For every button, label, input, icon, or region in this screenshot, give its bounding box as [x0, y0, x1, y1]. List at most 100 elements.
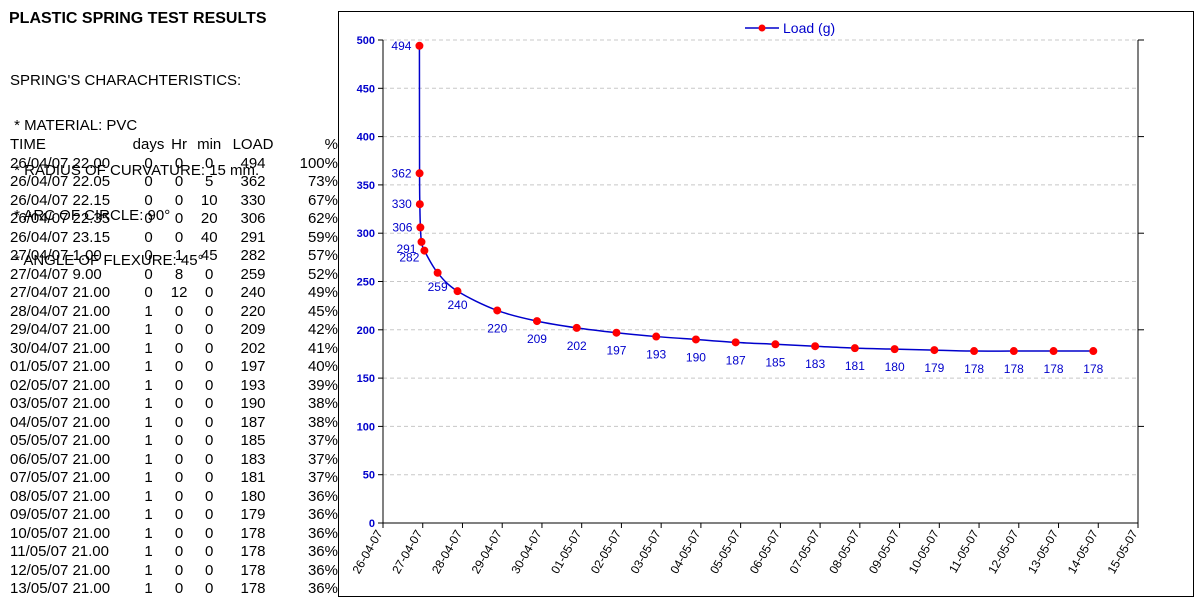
cell-min: 0: [205, 450, 214, 468]
cell-days: 1: [144, 432, 153, 450]
data-point: [1049, 347, 1058, 356]
cell-days: 0: [144, 228, 153, 246]
data-point: [415, 200, 424, 209]
x-tick-label: 06-05-07: [747, 527, 783, 576]
cell-min: 0: [205, 302, 214, 320]
series-line-load: [418, 45, 1094, 352]
cell-time: 08/05/07 21.00: [10, 487, 111, 505]
cell-time: 29/04/07 21.00: [10, 321, 111, 339]
data-point: [415, 41, 424, 50]
cell-load: 209: [240, 321, 266, 339]
cell-load: 291: [240, 228, 266, 246]
cell-percent: 36%: [307, 506, 338, 524]
cell-time: 12/05/07 21.00: [10, 561, 111, 579]
cell-days: 1: [144, 450, 153, 468]
cell-percent: 38%: [307, 395, 338, 413]
cell-days: 1: [144, 487, 153, 505]
cell-hr: 0: [174, 339, 184, 357]
chart-area: 0 50 100 150 200 250 300 350 400 450 500 26-04-07 27…: [338, 11, 1194, 597]
cell-time: 27/04/07 21.00: [10, 284, 111, 302]
cell-hr: 0: [174, 173, 184, 191]
cell-hr: 0: [174, 487, 184, 505]
cell-load: 197: [240, 358, 266, 376]
data-label: 190: [686, 350, 706, 364]
cell-days: 0: [144, 265, 153, 283]
x-tick-label: 12-05-07: [985, 527, 1021, 576]
cell-load: 178: [240, 561, 266, 579]
cell-time: 13/05/07 21.00: [10, 580, 111, 598]
cell-min: 40: [200, 228, 218, 246]
cell-hr: 0: [174, 413, 184, 431]
cell-hr: 0: [174, 432, 184, 450]
data-point: [691, 335, 700, 344]
cell-load: 178: [240, 543, 266, 561]
cell-load: 220: [240, 302, 266, 320]
cell-min: 0: [205, 487, 214, 505]
cell-load: 193: [240, 376, 266, 394]
cell-hr: 0: [174, 358, 184, 376]
x-tick-label: 29-04-07: [469, 527, 505, 576]
data-label: 180: [885, 360, 905, 374]
cell-percent: 62%: [307, 210, 338, 228]
x-tick-label: 14-05-07: [1065, 527, 1101, 576]
header-hr: Hr: [171, 136, 187, 154]
cell-percent: 37%: [307, 469, 338, 487]
cell-time: 06/05/07 21.00: [10, 450, 111, 468]
cell-percent: 59%: [307, 228, 338, 246]
cell-hr: 0: [174, 469, 184, 487]
x-tick-label: 07-05-07: [787, 527, 823, 576]
gridlines: [383, 39, 1138, 476]
table-row: 26/04/07 22.00 0 0 0 494 100%: [0, 155, 338, 174]
cell-hr: 0: [174, 506, 184, 524]
data-label: 220: [487, 321, 507, 335]
cell-time: 02/05/07 21.00: [10, 376, 111, 394]
data-label: 185: [765, 355, 785, 369]
cell-days: 1: [144, 321, 153, 339]
cell-hr: 0: [174, 154, 184, 172]
table-row: 11/05/07 21.00 1 0 0 178 36%: [0, 543, 338, 562]
cell-time: 26/04/07 23.15: [10, 228, 111, 246]
y-tick-label: 500: [357, 35, 375, 47]
x-tick-label: 30-04-07: [508, 527, 544, 576]
data-point: [850, 344, 859, 353]
x-tick-label: 05-05-07: [707, 527, 743, 576]
x-tick-label: 10-05-07: [906, 527, 942, 576]
y-tick-label: 400: [357, 132, 375, 144]
x-tick-label: 04-05-07: [667, 527, 703, 576]
cell-percent: 45%: [307, 302, 338, 320]
cell-load: 306: [240, 210, 266, 228]
cell-time: 30/04/07 21.00: [10, 339, 111, 357]
page-title: PLASTIC SPRING TEST RESULTS: [9, 10, 267, 27]
data-point: [532, 317, 541, 326]
table-row: 02/05/07 21.00 1 0 0 193 39%: [0, 377, 338, 396]
data-point: [612, 328, 621, 337]
data-point: [415, 169, 424, 178]
x-tick-label: 09-05-07: [866, 527, 902, 576]
cell-load: 179: [240, 506, 266, 524]
data-label: 179: [924, 361, 944, 375]
cell-time: 05/05/07 21.00: [10, 432, 111, 450]
table-row: 07/05/07 21.00 1 0 0 181 37%: [0, 469, 338, 488]
header-load: LOAD: [232, 136, 274, 154]
cell-hr: 0: [174, 321, 184, 339]
cell-percent: 37%: [307, 450, 338, 468]
cell-hr: 8: [174, 265, 184, 283]
table-row: 29/04/07 21.00 1 0 0 209 42%: [0, 321, 338, 340]
data-label: 240: [447, 298, 467, 312]
cell-min: 0: [205, 265, 214, 283]
data-point: [652, 332, 661, 341]
legend-marker: [758, 24, 766, 32]
cell-load: 178: [240, 580, 266, 598]
table-row: 03/05/07 21.00 1 0 0 190 38%: [0, 395, 338, 414]
cell-min: 0: [205, 154, 214, 172]
cell-hr: 0: [174, 302, 184, 320]
cell-load: 202: [240, 339, 266, 357]
cell-time: 28/04/07 21.00: [10, 302, 111, 320]
data-point: [416, 223, 425, 232]
data-point: [493, 306, 502, 315]
cell-percent: 73%: [307, 173, 338, 191]
cell-days: 0: [144, 191, 153, 209]
x-tick-label: 11-05-07: [946, 527, 982, 575]
cell-percent: 49%: [307, 284, 338, 302]
cell-min: 0: [205, 469, 214, 487]
